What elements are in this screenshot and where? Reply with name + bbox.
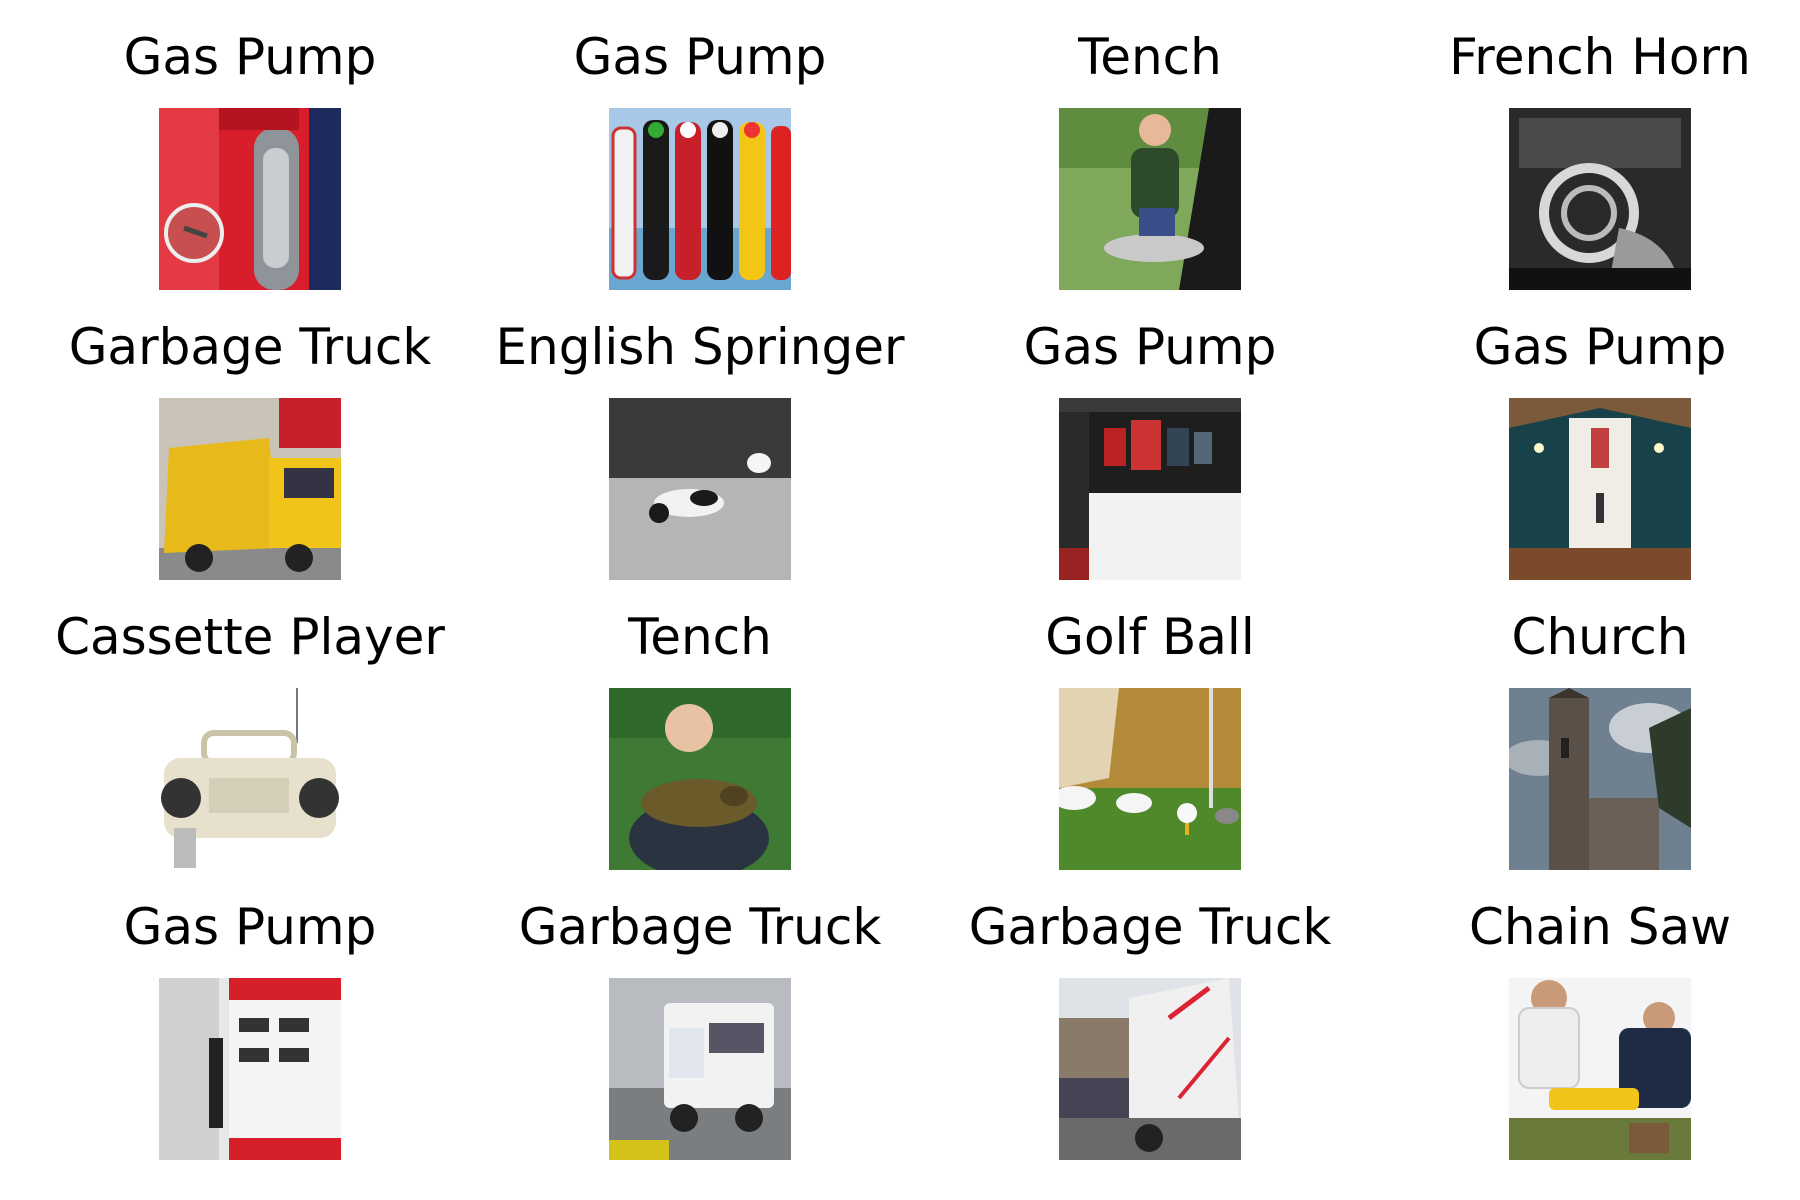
thumbnail-image [1059, 108, 1241, 290]
grid-cell: Tench [475, 580, 925, 870]
grid-cell: Gas Pump [475, 0, 925, 290]
grid-cell: Gas Pump [1375, 290, 1800, 580]
thumbnail-image [1509, 688, 1691, 870]
grid-cell: Tench [925, 0, 1375, 290]
image-label: Gas Pump [1023, 318, 1277, 376]
image-label: Cassette Player [55, 608, 445, 666]
grid-cell: Garbage Truck [925, 870, 1375, 1160]
image-label: Gas Pump [123, 898, 377, 956]
image-label: Tench [628, 608, 772, 666]
thumbnail-image [1059, 688, 1241, 870]
grid-cell: Garbage Truck [25, 290, 475, 580]
thumbnail-image [609, 398, 791, 580]
grid-cell: Church [1375, 580, 1800, 870]
grid-cell: Chain Saw [1375, 870, 1800, 1160]
image-label: Garbage Truck [518, 898, 882, 956]
thumbnail-image [1509, 108, 1691, 290]
thumbnail-image [1059, 978, 1241, 1160]
image-label: Gas Pump [1473, 318, 1727, 376]
image-label: Garbage Truck [968, 898, 1332, 956]
thumbnail-image [159, 398, 341, 580]
image-label: English Springer [495, 318, 905, 376]
thumbnail-image [1509, 978, 1691, 1160]
grid-cell: English Springer [475, 290, 925, 580]
thumbnail-image [609, 108, 791, 290]
grid-cell: French Horn [1375, 0, 1800, 290]
grid-cell: Gas Pump [25, 0, 475, 290]
grid-cell: Gas Pump [925, 290, 1375, 580]
thumbnail-image [159, 108, 341, 290]
thumbnail-image [1509, 398, 1691, 580]
image-label: Church [1511, 608, 1689, 666]
grid-cell: Garbage Truck [475, 870, 925, 1160]
thumbnail-image [609, 978, 791, 1160]
grid-cell: Gas Pump [25, 870, 475, 1160]
image-label: Gas Pump [123, 28, 377, 86]
image-label: Gas Pump [573, 28, 827, 86]
thumbnail-image [159, 978, 341, 1160]
thumbnail-image [159, 688, 341, 870]
grid-cell: Golf Ball [925, 580, 1375, 870]
image-label: Chain Saw [1469, 898, 1731, 956]
grid-cell: Cassette Player [25, 580, 475, 870]
image-label: Tench [1078, 28, 1222, 86]
thumbnail-image [609, 688, 791, 870]
thumbnail-image [1059, 398, 1241, 580]
image-label: Golf Ball [1045, 608, 1255, 666]
image-label: Garbage Truck [68, 318, 432, 376]
image-label: French Horn [1449, 28, 1751, 86]
